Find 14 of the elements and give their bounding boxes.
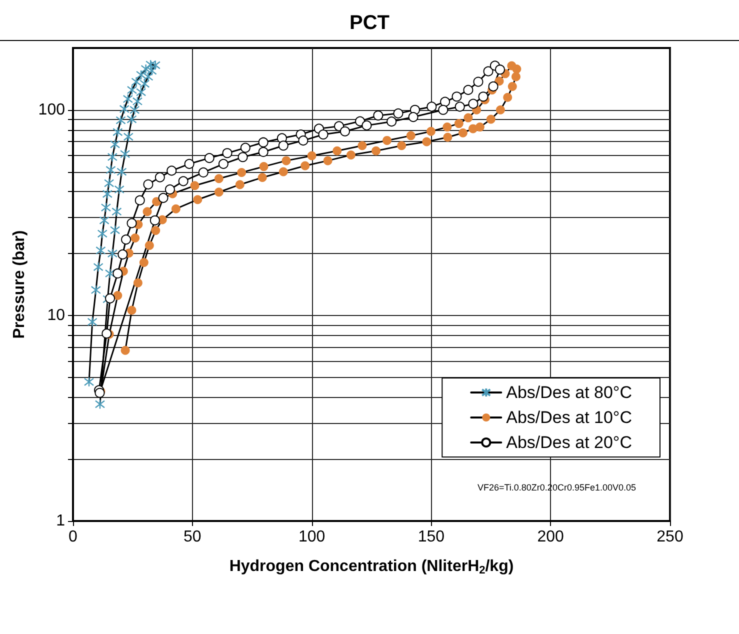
chart-title: PCT <box>350 12 390 34</box>
legend-label: Abs/Des at 80°C <box>506 383 632 402</box>
x-tick-label: 100 <box>298 528 326 546</box>
x-tick-label: 50 <box>184 528 202 546</box>
x-tick-label: 250 <box>656 528 684 546</box>
legend-label: Abs/Des at 20°C <box>506 433 632 452</box>
legend-label: Abs/Des at 10°C <box>506 408 632 427</box>
y-tick-label: 1 <box>56 512 66 530</box>
y-axis-title: Pressure (bar) <box>10 230 28 339</box>
x-tick-label: 200 <box>537 528 564 546</box>
x-tick-label: 150 <box>418 528 445 546</box>
y-tick-label: 10 <box>47 306 66 324</box>
x-tick-label: 0 <box>68 528 78 546</box>
y-tick-label: 100 <box>38 101 66 118</box>
